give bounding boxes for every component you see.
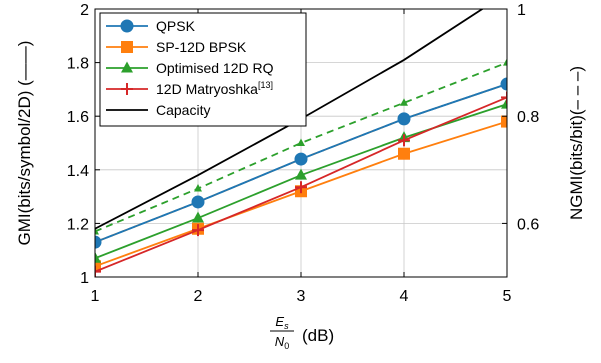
y-left-axis-label: GMI(bits/symbol/2D) (——) — [15, 41, 34, 246]
legend-marker-1 — [120, 19, 134, 33]
gmi-point-1-4 — [397, 112, 411, 126]
legend-entry-5: Capacity — [106, 102, 210, 118]
x-tick-label-1: 1 — [91, 288, 100, 305]
axes: 1 2 3 4 5 1 1.2 1.4 1.6 1.8 2 0.6 0.8 1 GMI(bits/symbo… — [15, 2, 586, 351]
legend-label-1: QPSK — [156, 18, 196, 34]
y-left-tick-label-2: 1.2 — [67, 216, 89, 233]
legend-entry-1: QPSK — [106, 18, 196, 34]
legend-label-5: Capacity — [156, 102, 210, 118]
x-tick-label-4: 4 — [400, 288, 409, 305]
legend-box — [99, 12, 307, 127]
x-tick-label-3: 3 — [297, 288, 306, 305]
ngmi-line-3 — [95, 61, 507, 233]
y-right-tick-label-1: 0.6 — [517, 216, 539, 233]
gmi-point-2-5 — [501, 115, 507, 128]
gmi-point-3-2 — [192, 211, 204, 223]
legend-entry-3: Optimised 12D RQ — [106, 60, 274, 76]
legend: QPSK SP-12D BPSK Optimised 12D RQ 12D Matry… — [99, 12, 307, 127]
series-layer — [95, 9, 507, 277]
y-left-tick-label-4: 1.6 — [67, 109, 89, 126]
legend-entry-4: 12D Matryoshka[13] — [106, 80, 273, 97]
gmi-point-3-5 — [501, 97, 507, 109]
gmi-point-4-1 — [95, 265, 101, 277]
ngmi-point-3-2 — [194, 184, 202, 192]
gmi-point-1-3 — [294, 152, 308, 166]
gmi-point-4-3 — [295, 181, 307, 194]
gmi-point-4-4 — [398, 134, 410, 147]
legend-marker-3 — [121, 61, 133, 73]
x-axis-label-numerator: Es — [275, 314, 289, 331]
gmi-point-3-3 — [295, 168, 307, 180]
y-left-tick-label-3: 1.4 — [67, 163, 89, 180]
ngmi-point-3-3 — [297, 138, 305, 146]
y-right-axis-label: NGMI(bits/bit)(– – –) — [567, 66, 586, 220]
gmi-point-4-5 — [501, 91, 507, 104]
x-tick-label-5: 5 — [503, 288, 512, 305]
ngmi-point-3-4 — [400, 98, 408, 106]
y-left-tick-label-6: 2 — [80, 2, 89, 19]
gmi-point-3-1 — [95, 251, 101, 263]
ngmi-point-3-5 — [503, 58, 507, 66]
y-right-tick-label-2: 0.8 — [517, 109, 539, 126]
gmi-point-4-2 — [192, 224, 204, 237]
gmi-point-2-4 — [398, 147, 410, 160]
legend-marker-4 — [121, 83, 133, 95]
gmi-point-1-2 — [191, 195, 205, 209]
gmi-point-1-1 — [95, 235, 102, 249]
legend-label-4: 12D Matryoshka[13] — [156, 80, 273, 97]
x-axis-label-unit: (dB) — [302, 326, 334, 345]
legend-label-3: Optimised 12D RQ — [156, 60, 274, 76]
y-left-tick-label-5: 1.8 — [67, 56, 89, 73]
y-right-tick-label-3: 1 — [517, 2, 526, 19]
x-axis-label: Es N0 (dB) — [270, 314, 334, 351]
x-axis-label-denominator: N0 — [275, 334, 289, 351]
y-left-tick-label-1: 1 — [80, 270, 89, 287]
legend-marker-2 — [121, 41, 133, 53]
legend-entry-2: SP-12D BPSK — [106, 39, 247, 55]
gmi-point-1-5 — [500, 77, 507, 91]
gmi-point-2-1 — [95, 260, 101, 273]
x-tick-label-2: 2 — [194, 288, 203, 305]
legend-label-2: SP-12D BPSK — [156, 39, 247, 55]
